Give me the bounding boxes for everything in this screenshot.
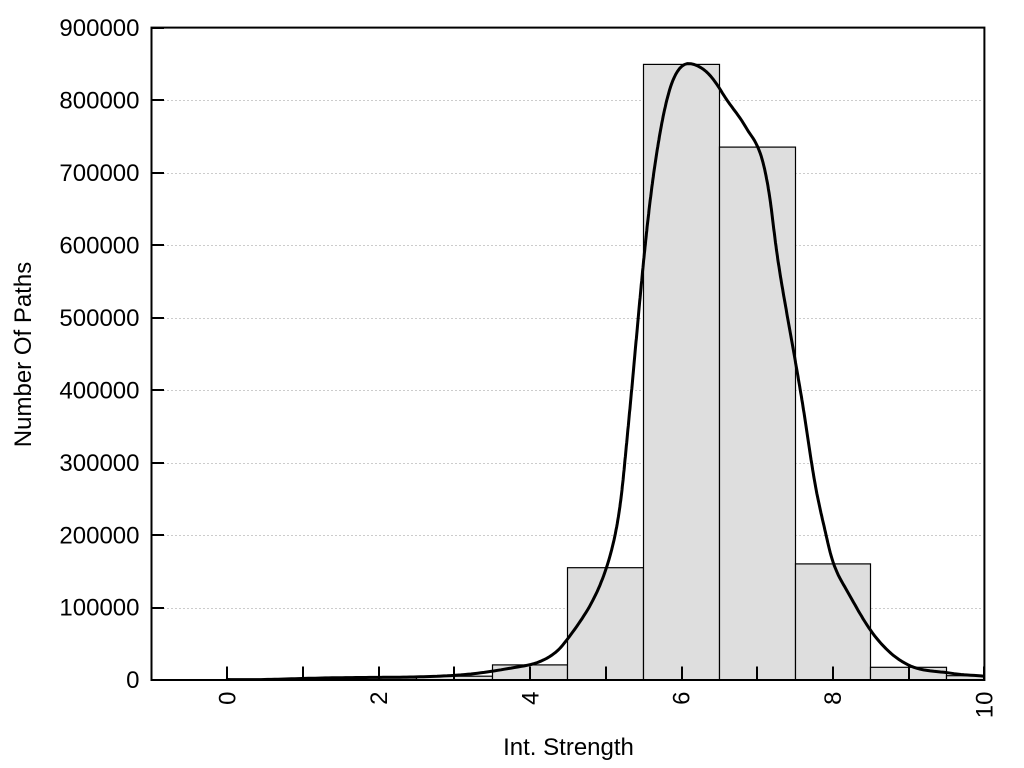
svg-text:600000: 600000 <box>59 232 139 259</box>
svg-text:800000: 800000 <box>59 87 139 114</box>
svg-text:100000: 100000 <box>59 595 139 622</box>
svg-text:700000: 700000 <box>59 160 139 187</box>
svg-text:900000: 900000 <box>59 15 139 42</box>
svg-text:300000: 300000 <box>59 450 139 477</box>
svg-text:10: 10 <box>972 692 999 719</box>
svg-text:6: 6 <box>669 692 696 705</box>
svg-text:400000: 400000 <box>59 377 139 404</box>
svg-text:Number Of Paths: Number Of Paths <box>10 262 37 447</box>
svg-text:8: 8 <box>820 692 847 705</box>
svg-text:2: 2 <box>366 692 393 705</box>
svg-text:500000: 500000 <box>59 305 139 332</box>
svg-text:0: 0 <box>214 692 241 705</box>
svg-text:0: 0 <box>126 667 139 694</box>
svg-text:Int. Strength: Int. Strength <box>503 734 634 761</box>
svg-text:200000: 200000 <box>59 522 139 549</box>
svg-text:4: 4 <box>517 692 544 705</box>
